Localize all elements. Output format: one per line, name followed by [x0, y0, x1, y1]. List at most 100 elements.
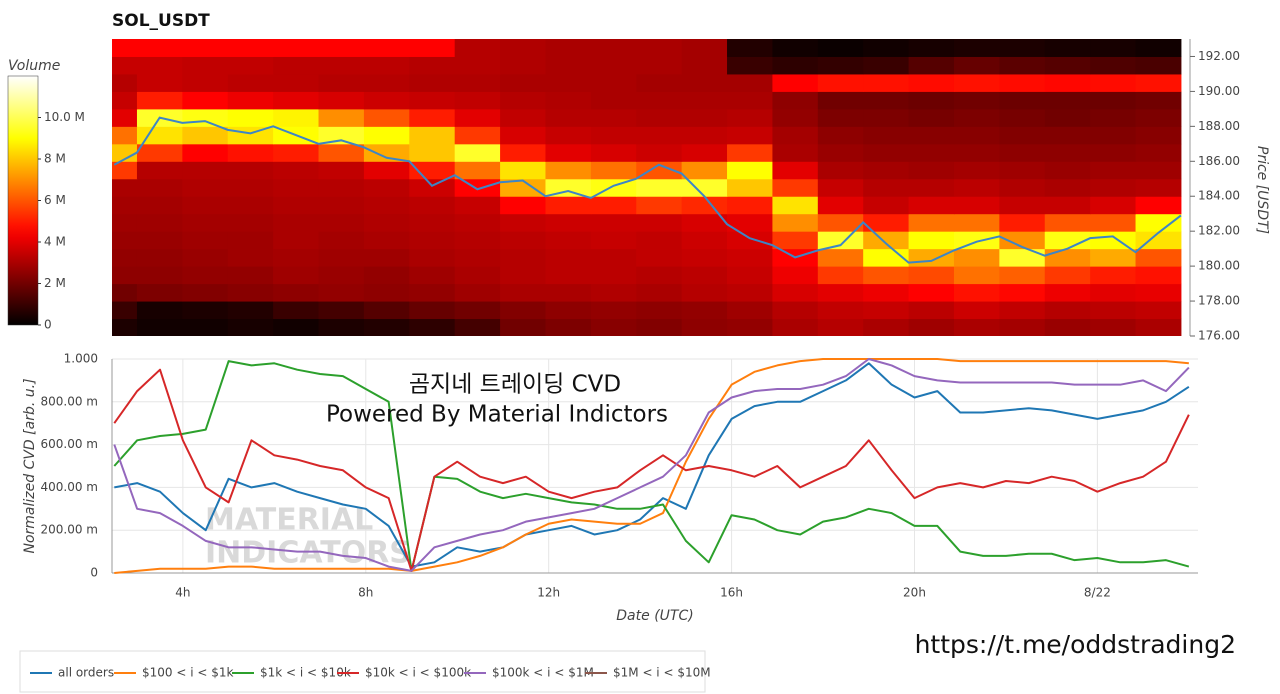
- heat-cell: [1135, 143, 1182, 162]
- heat-cell: [999, 266, 1046, 285]
- heat-cell: [227, 73, 274, 92]
- heat-cell: [363, 318, 410, 336]
- heat-cell: [409, 73, 456, 92]
- heat-cell: [273, 283, 320, 302]
- heat-cell: [999, 178, 1046, 197]
- heat-cell: [182, 91, 229, 110]
- heat-cell: [1044, 231, 1091, 250]
- heat-cell: [999, 108, 1046, 127]
- heat-cell: [590, 213, 637, 232]
- heat-cell: [136, 283, 183, 302]
- heat-cell: [112, 266, 138, 285]
- heat-cell: [817, 108, 864, 127]
- heat-cell: [953, 248, 1000, 267]
- heat-cell: [772, 196, 819, 215]
- series-line: [114, 358, 1189, 574]
- watermark: MATERIAL: [205, 503, 373, 538]
- heat-cell: [1090, 91, 1137, 110]
- heat-cell: [363, 39, 410, 57]
- heat-cell: [590, 266, 637, 285]
- heat-cell: [454, 283, 501, 302]
- colorbar-title: Volume: [8, 58, 60, 74]
- heat-cell: [409, 248, 456, 267]
- heat-cell: [772, 213, 819, 232]
- heat-cell: [681, 318, 728, 336]
- heat-cell: [318, 73, 365, 92]
- x-tick-label: 4h: [175, 586, 190, 600]
- heat-cell: [772, 161, 819, 180]
- heat-cell: [500, 161, 546, 180]
- heat-cell: [273, 196, 320, 215]
- heat-cell: [182, 248, 229, 267]
- heat-cell: [136, 143, 183, 162]
- heat-cell: [363, 126, 410, 145]
- heat-cell: [409, 178, 456, 197]
- heat-cell: [409, 266, 456, 285]
- heat-cell: [136, 126, 183, 145]
- heat-cell: [318, 178, 365, 197]
- heat-cell: [1090, 108, 1137, 127]
- heat-cell: [273, 178, 320, 197]
- heat-cell: [727, 178, 773, 197]
- heat-cell: [636, 283, 683, 302]
- heat-cell: [1135, 301, 1182, 320]
- heat-cell: [227, 161, 274, 180]
- heat-cell: [817, 91, 864, 110]
- heat-cell: [1044, 318, 1091, 336]
- price-line: [113, 116, 1182, 264]
- heat-cell: [136, 318, 183, 336]
- heat-cell: [590, 318, 637, 336]
- heat-cell: [953, 56, 1000, 75]
- heat-cell: [999, 318, 1046, 336]
- heat-cell: [545, 178, 592, 197]
- heat-cell: [908, 213, 955, 232]
- heat-cell: [1044, 39, 1091, 57]
- heat-cell: [999, 196, 1046, 215]
- heat-cell: [636, 213, 683, 232]
- heat-cell: [681, 108, 728, 127]
- heat-cell: [908, 126, 955, 145]
- heat-cell: [454, 126, 501, 145]
- heat-cell: [136, 39, 183, 57]
- watermark: INDICATORS: [205, 536, 411, 571]
- heat-cell: [545, 143, 592, 162]
- heat-cell: [1090, 213, 1137, 232]
- heat-cell: [545, 248, 592, 267]
- heat-cell: [681, 56, 728, 75]
- colorbar-tick-label: 10.0 M: [44, 110, 85, 124]
- heat-cell: [409, 318, 456, 336]
- heat-cell: [500, 143, 546, 162]
- heat-cell: [318, 108, 365, 127]
- heat-cell: [500, 108, 546, 127]
- heat-cell: [182, 161, 229, 180]
- heat-cell: [681, 213, 728, 232]
- heat-cell: [545, 196, 592, 215]
- annotation: Powered By Material Indictors: [326, 402, 668, 428]
- heat-cell: [908, 178, 955, 197]
- heat-cell: [363, 248, 410, 267]
- colorbar-tick-label: 2 M: [44, 276, 66, 290]
- heat-cell: [454, 91, 501, 110]
- y-tick-label: 178.00: [1198, 294, 1240, 308]
- heat-cell: [863, 108, 910, 127]
- heat-cell: [363, 178, 410, 197]
- heat-cell: [1044, 143, 1091, 162]
- x-tick-label: 12h: [537, 586, 560, 600]
- heat-cell: [908, 161, 955, 180]
- x-axis-label: Date (UTC): [616, 608, 693, 624]
- y-tick-label: 190.00: [1198, 84, 1240, 98]
- heat-cell: [409, 231, 456, 250]
- heat-cell: [1090, 318, 1137, 336]
- heat-cell: [500, 266, 546, 285]
- legend-label: $100k < i < $1M: [492, 666, 594, 680]
- heat-cell: [409, 161, 456, 180]
- heat-cell: [273, 108, 320, 127]
- legend-label: $1M < i < $10M: [613, 666, 711, 680]
- heat-cell: [545, 283, 592, 302]
- legend-label: $1k < i < $10k: [260, 666, 351, 680]
- heat-cell: [136, 213, 183, 232]
- heat-cell: [727, 91, 773, 110]
- heat-cell: [953, 73, 1000, 92]
- y-tick-label: 180.00: [1198, 259, 1240, 273]
